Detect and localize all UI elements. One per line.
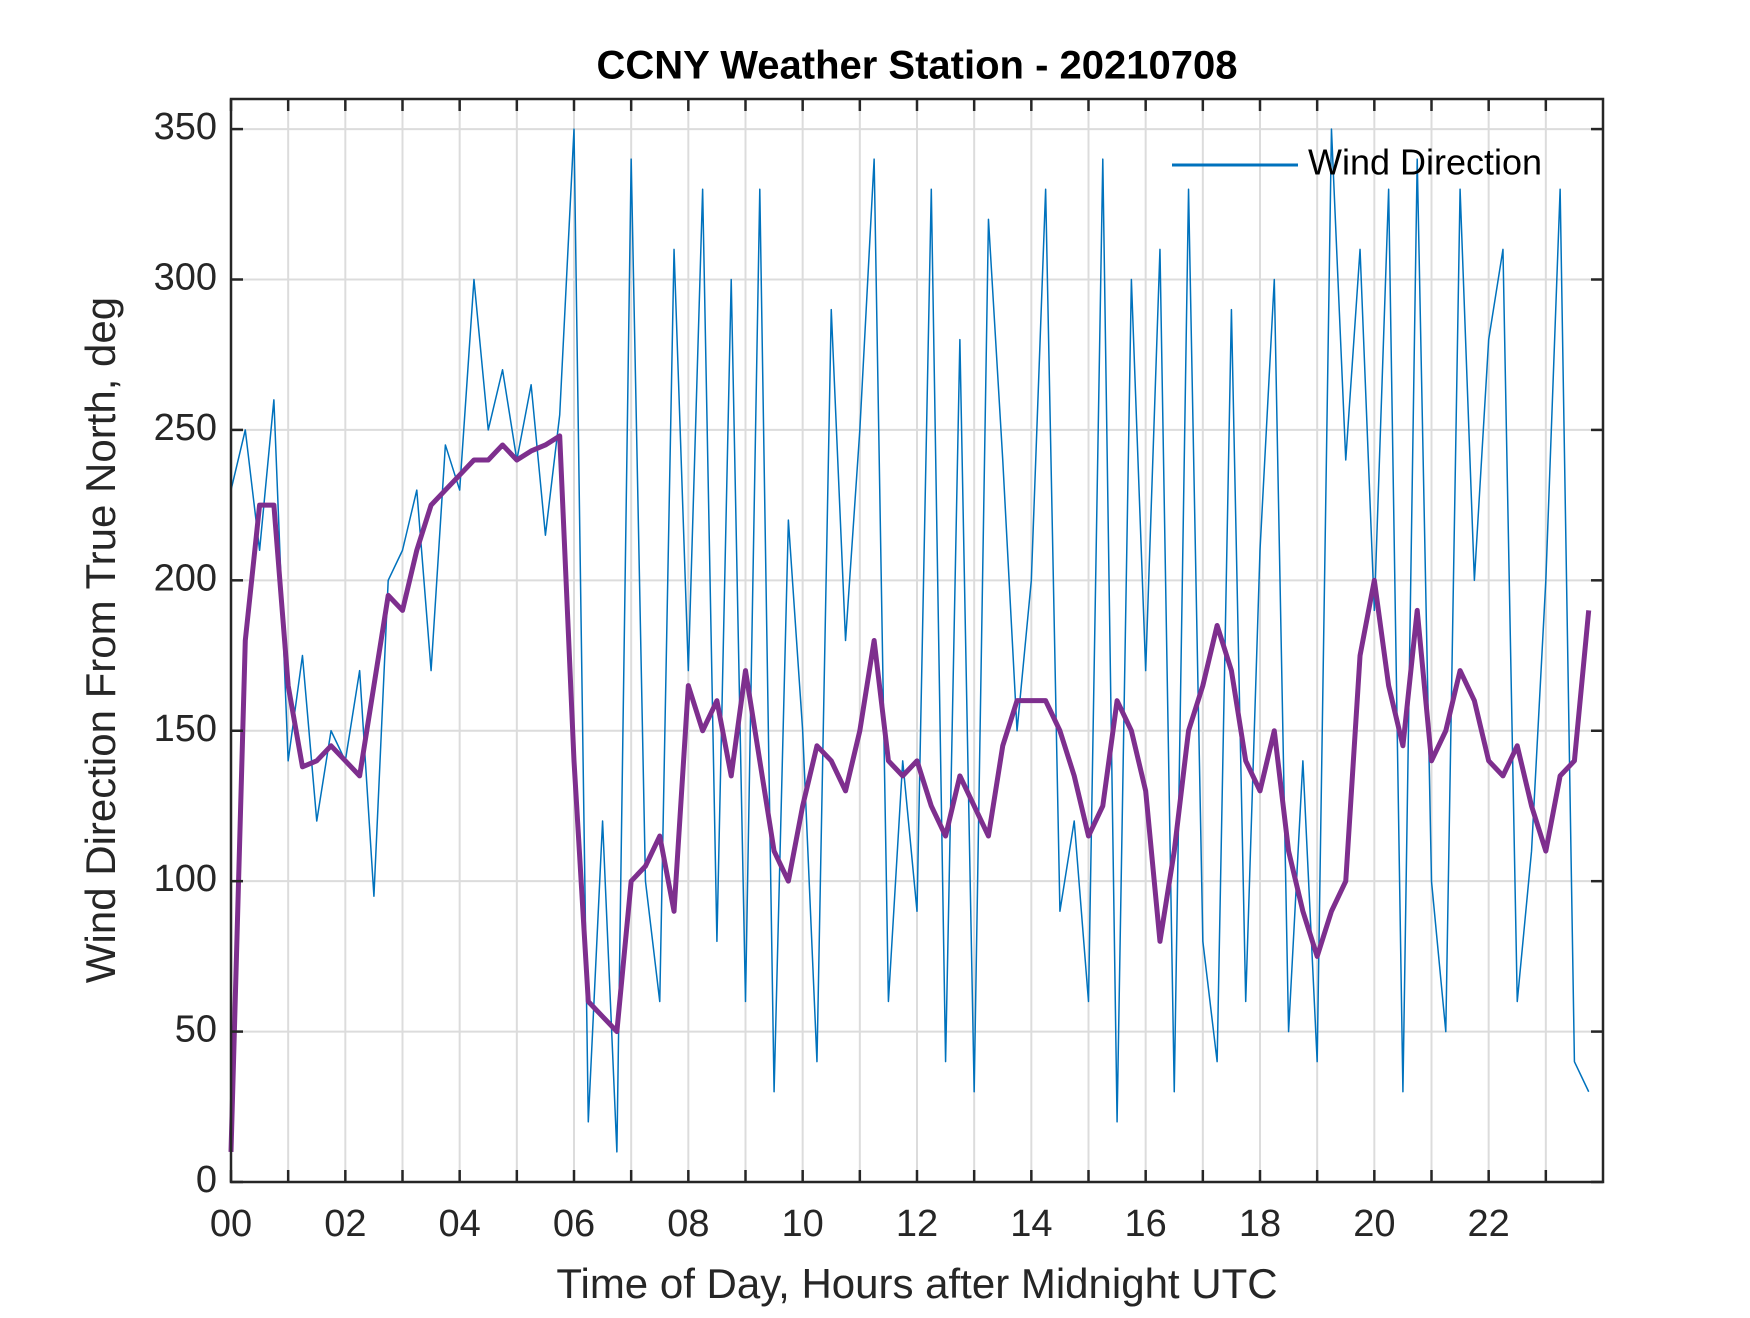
x-tick-label: 16 <box>1125 1203 1167 1245</box>
x-tick-label: 04 <box>439 1203 481 1245</box>
x-tick-label: 22 <box>1468 1203 1510 1245</box>
x-tick-label: 12 <box>896 1203 938 1245</box>
series-line <box>230 128 1590 1153</box>
y-tick-label: 350 <box>154 106 217 148</box>
x-tick-label: 20 <box>1353 1203 1395 1245</box>
y-tick-label: 300 <box>154 257 217 299</box>
x-tick-label: 14 <box>1010 1203 1052 1245</box>
x-tick-label: 18 <box>1239 1203 1281 1245</box>
chart-title: CCNY Weather Station - 20210708 <box>597 44 1238 88</box>
x-tick-label: 02 <box>324 1203 366 1245</box>
y-tick-label: 0 <box>196 1159 217 1201</box>
x-tick-label: 00 <box>210 1203 252 1245</box>
y-tick-label: 200 <box>154 557 217 599</box>
y-axis-label: Wind Direction From True North, deg <box>77 297 124 983</box>
x-tick-label: 08 <box>667 1203 709 1245</box>
x-axis-label: Time of Day, Hours after Midnight UTC <box>556 1260 1277 1307</box>
x-tick-label: 06 <box>553 1203 595 1245</box>
series-line <box>228 433 1592 1152</box>
y-tick-label: 50 <box>175 1009 217 1051</box>
legend-label: Wind Direction <box>1308 142 1542 183</box>
y-tick-label: 150 <box>154 708 217 750</box>
y-tick-label: 100 <box>154 858 217 900</box>
y-tick-label: 250 <box>154 407 217 449</box>
x-tick-label: 10 <box>782 1203 824 1245</box>
